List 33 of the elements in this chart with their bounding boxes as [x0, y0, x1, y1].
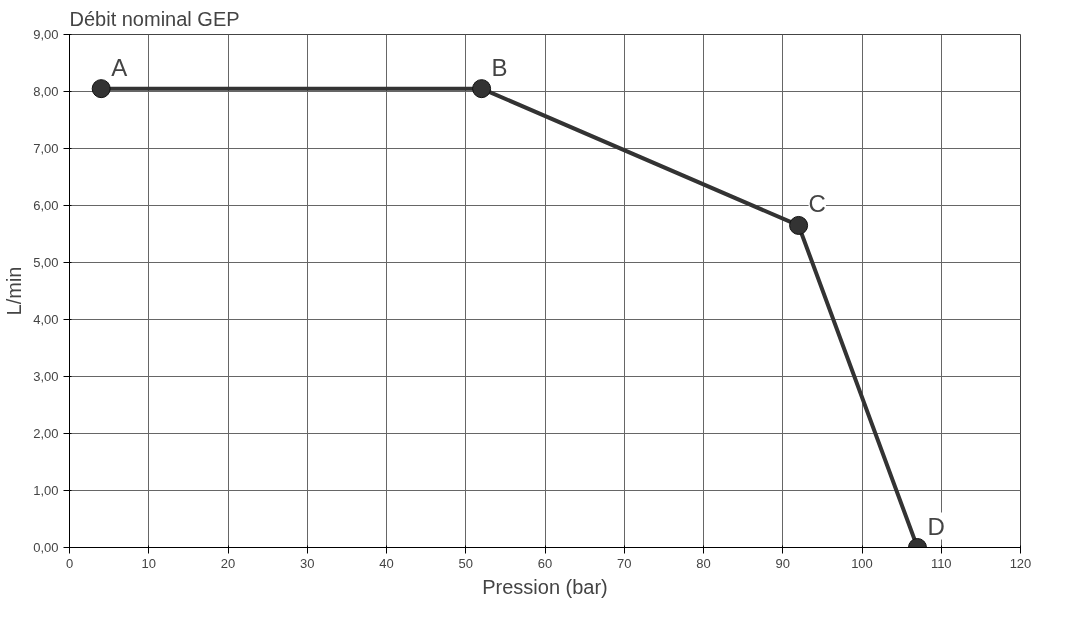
y-tick-label: 2,00: [33, 426, 59, 441]
x-tick-label: 120: [1009, 555, 1032, 571]
x-tick-label: 40: [379, 555, 394, 571]
y-tick-label: 5,00: [33, 255, 59, 270]
chart-title: Débit nominal GEP: [69, 7, 240, 30]
x-tick-label: 110: [930, 555, 952, 571]
y-tick-label: 3,00: [33, 369, 59, 384]
annotation: B: [491, 53, 508, 81]
x-tick-label: 100: [851, 555, 873, 571]
x-tick-label: 80: [696, 555, 711, 571]
y-tick-label: 8,00: [33, 84, 59, 99]
x-tick-label: 0: [65, 555, 74, 571]
y-tick-label: 0,00: [33, 540, 59, 555]
y-axis-title: L/min: [3, 266, 26, 316]
x-tick-label: 90: [775, 555, 790, 571]
x-tick-label: 10: [141, 555, 156, 571]
y-tick-label: 6,00: [33, 198, 59, 213]
x-tick-label: 50: [458, 555, 473, 571]
annotation: C: [808, 190, 826, 218]
annotation: D: [927, 512, 945, 540]
y-tick-label: 1,00: [33, 483, 59, 498]
annotation: A: [111, 53, 128, 81]
point: [472, 79, 492, 99]
x-tick-label: 20: [220, 555, 236, 571]
point: [91, 79, 111, 99]
y-tick-label: 9,00: [33, 27, 59, 42]
point: [789, 215, 809, 235]
x-axis-title: Pression (bar): [482, 575, 608, 598]
x-tick-label: 70: [617, 555, 632, 571]
x-tick-label: 60: [537, 555, 553, 571]
x-tick-label: 30: [300, 555, 315, 571]
y-tick-label: 4,00: [33, 312, 59, 327]
y-tick-label: 7,00: [33, 141, 59, 156]
